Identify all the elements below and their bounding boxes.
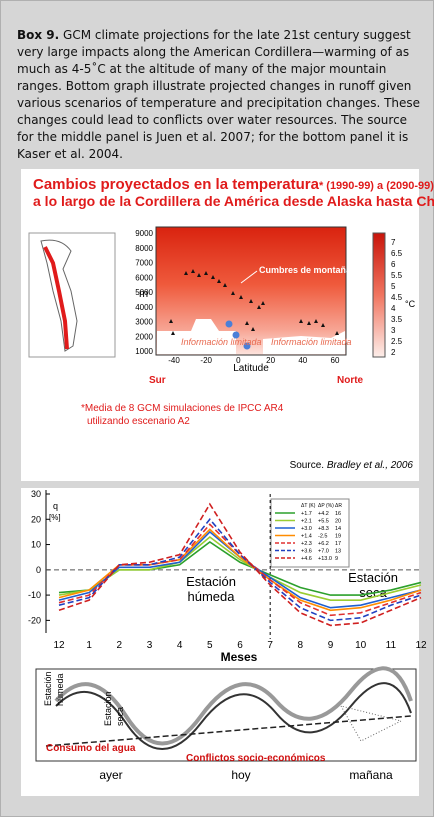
colorbar-unit: °C [405, 299, 416, 309]
legend-cell: +2.3 [301, 541, 312, 547]
present: hoy [231, 768, 250, 782]
x-tick-label: 5 [207, 640, 213, 651]
legend-cell: 16 [335, 511, 341, 517]
runoff-y-unit: [%] [49, 513, 61, 522]
x-tick-label: 7 [267, 640, 273, 651]
colorbar-tick: 5.5 [391, 271, 403, 280]
legend-cell: 20 [335, 519, 341, 525]
source: Source. Bradley et al., 2006 [290, 460, 414, 471]
s-wet-2: húmeda [55, 673, 65, 706]
legend-cell: 13 [335, 549, 341, 555]
x-tick-label: 4 [177, 640, 183, 651]
x-tick-label: 0 [236, 356, 241, 365]
runoff-y-label: q [53, 501, 58, 511]
y-tick-label: 5000 [135, 288, 153, 297]
legend: ΔT (K)ΔP (%)ΔR +1.7 +4.2 16 +2.1 +5.5 20 +3.0 +8… [271, 499, 349, 567]
y-tick-label: -20 [28, 615, 41, 625]
colorbar [373, 233, 385, 357]
south: Sur [149, 375, 166, 386]
legend-cell: 19 [335, 534, 341, 540]
legend-cell: 9 [335, 556, 338, 562]
x-tick-label: 9 [328, 640, 334, 651]
legend-cell: +5.5 [318, 519, 329, 525]
past: ayer [99, 768, 122, 782]
legend-cell: +6.2 [318, 541, 329, 547]
legend-cell: +7.0 [318, 549, 329, 555]
y-tick-label: 7000 [135, 259, 153, 268]
x-tick-label: 10 [355, 640, 367, 651]
legend-cell: +1.7 [301, 511, 312, 517]
legend-cell: +1.4 [301, 534, 312, 540]
legend-cell: +8.3 [318, 526, 329, 532]
legend-cell: +4.6 [301, 556, 312, 562]
limited-right-label: Información limitada [271, 337, 352, 347]
conflicts: Conflictos socio-económicos [186, 753, 326, 764]
x-tick-label: 12 [415, 640, 427, 651]
wet-2: húmeda [188, 589, 236, 604]
s-dry-1: Estación [103, 691, 113, 726]
colorbar-tick: 6 [391, 260, 396, 269]
limited-left-label: Información limitada [181, 337, 262, 347]
colorbar-tick: 6.5 [391, 249, 403, 258]
s-wet-1: Estación [43, 671, 53, 706]
legend-cell: +13.0 [318, 556, 332, 562]
legend-cell: +3.0 [301, 526, 312, 532]
colorbar-tick: 3 [391, 326, 396, 335]
x-tick-label: 60 [331, 356, 340, 365]
legend-header: ΔP (%) [318, 503, 334, 509]
y-tick-label: 6000 [135, 273, 153, 282]
x-tick-label: 12 [53, 640, 65, 651]
colorbar-tick: 2 [391, 348, 396, 357]
y-tick-label: 8000 [135, 244, 153, 253]
colorbar-tick: 4.5 [391, 293, 403, 302]
runoff-x-label: Meses [221, 650, 258, 664]
north: Norte [337, 375, 364, 386]
fig-title-rest: a lo largo de la Cordillera de América d… [33, 193, 434, 209]
x-tick-label: -40 [168, 356, 180, 365]
peaks-label: Cumbres de montañas [259, 265, 356, 275]
x-tick-label: 11 [386, 640, 397, 651]
footnote-2: utilizando escenario A2 [87, 416, 190, 427]
wet-1: Estación [186, 574, 236, 589]
legend-cell: +3.6 [301, 549, 312, 555]
legend-cell: -2.5 [318, 534, 327, 540]
colorbar-tick: 2.5 [391, 337, 403, 346]
x-tick-label: 40 [298, 356, 307, 365]
s-dry-2: seca [115, 707, 125, 726]
future: mañana [349, 768, 393, 782]
legend-cell: +4.2 [318, 511, 329, 517]
y-tick-label: 20 [31, 514, 41, 524]
colorbar-tick: 4 [391, 304, 396, 313]
x-tick-label: 6 [237, 640, 243, 651]
consumption: Consumo del agua [46, 743, 136, 754]
dry-1: Estación [348, 570, 398, 585]
legend-cell: +2.1 [301, 519, 312, 525]
x-tick-label: 3 [147, 640, 153, 651]
colorbar-tick: 5 [391, 282, 396, 291]
x-tick-label: 20 [266, 356, 275, 365]
y-tick-label: 30 [31, 489, 41, 499]
x-tick-label: -20 [200, 356, 212, 365]
x-tick-label: 8 [298, 640, 304, 651]
y-tick-label: 1000 [135, 347, 153, 356]
footnote-1: *Media de 8 GCM simulaciones de IPCC AR4 [81, 403, 284, 414]
page: Box 9. GCM climate projections for the l… [0, 0, 434, 817]
legend-cell: 14 [335, 526, 341, 532]
legend-cell: 17 [335, 541, 341, 547]
x-tick-label: 1 [86, 640, 92, 651]
figures: Cambios proyectados en la temperatura* (… [1, 1, 434, 818]
legend-header: ΔT (K) [301, 503, 316, 509]
y-tick-label: 2000 [135, 332, 153, 341]
y-tick-label: -10 [28, 590, 41, 600]
y-tick-label: 0 [36, 565, 41, 575]
colorbar-tick: 7 [391, 238, 396, 247]
colorbar-tick: 3.5 [391, 315, 403, 324]
legend-header: ΔR [335, 503, 342, 509]
y-tick-label: 10 [31, 540, 41, 550]
y-tick-label: 9000 [135, 229, 153, 238]
y-tick-label: 4000 [135, 303, 153, 312]
y-tick-label: 3000 [135, 318, 153, 327]
x-tick-label: 2 [117, 640, 123, 651]
